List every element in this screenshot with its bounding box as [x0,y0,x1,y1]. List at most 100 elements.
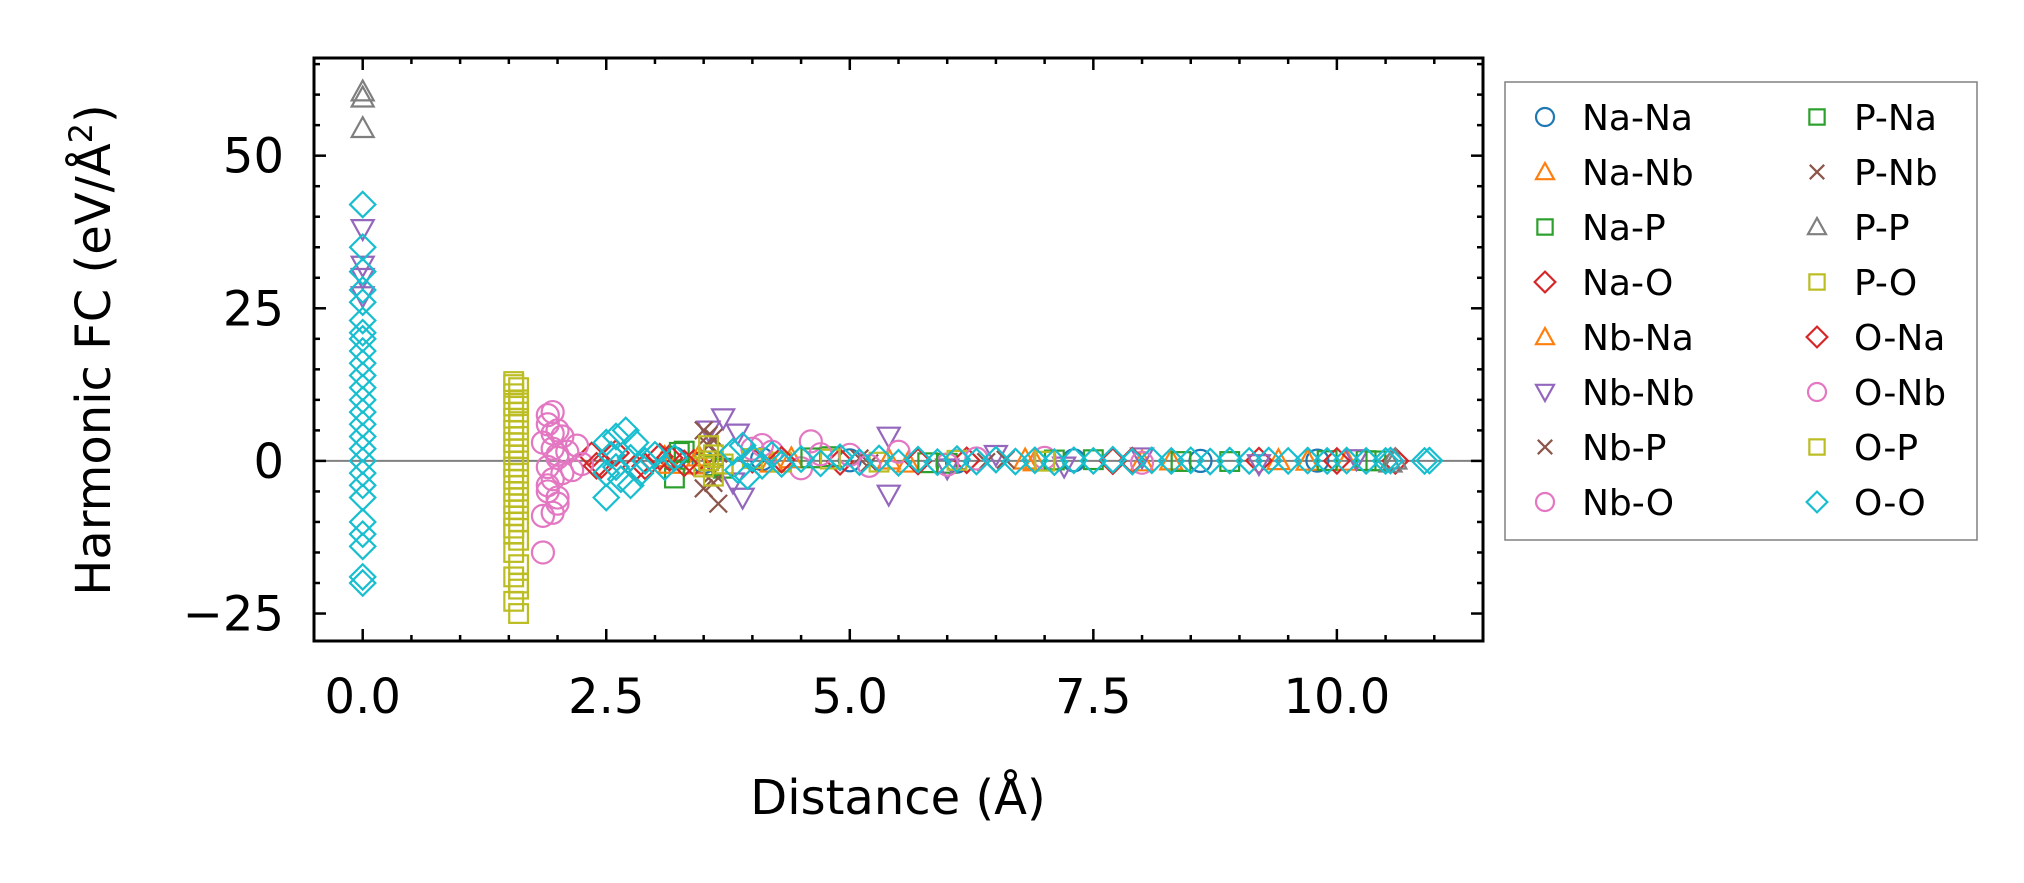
legend-label: Na-Nb [1582,153,1694,194]
plot-frame [312,56,1485,643]
data-point-p-na [1316,450,1338,472]
data-point-p-o [503,505,525,527]
data-point-o-o [786,444,816,474]
data-point-p-o [508,413,530,435]
data-point-o-o [1157,446,1186,476]
data-point-p-o [508,499,530,521]
x-axis-label: Distance (Å) [750,769,1045,826]
legend-marker-nb-p [1537,439,1553,455]
data-point-nb-na [656,450,683,474]
data-point-nb-o [540,467,565,492]
data-point-nb-nb [875,426,902,450]
data-point-o-o [903,445,933,474]
data-point-nb-nb [710,408,737,432]
x-tick-label: 2.5 [568,669,644,725]
data-point-nb-o [530,540,556,565]
data-point-o-o [640,440,670,470]
data-point-o-o [348,519,377,549]
data-point-p-o [698,450,719,472]
legend-label: O-P [1854,428,1918,469]
data-point-p-o [503,480,525,502]
data-point-nb-nb [875,484,902,508]
data-point-o-o [616,471,645,500]
legend-marker-p-o [1808,273,1826,291]
legend: Na-Na Na-Nb Na-P Na-O Nb-Na Nb-Nb Nb-P Nb-O P-Na… [1533,98,1946,524]
legend-marker-na-na [1534,106,1556,128]
y-axis-label-close: ) [66,104,122,123]
data-point-o-nb [535,403,560,428]
data-point-nb-nb [1343,449,1370,473]
y-tick-label: 50 [223,129,284,185]
data-point-o-o [1137,446,1166,475]
y-axis-label: Harmonic FC (eV/Å2) [62,104,122,596]
data-point-o-o [981,445,1011,474]
legend-marker-na-p [1536,218,1554,236]
data-point-p-o [508,462,530,484]
x-tick-label: 7.5 [1055,669,1131,725]
data-point-o-o [348,257,377,286]
data-point-o-nb [530,503,556,528]
data-point-nb-nb [1129,447,1155,471]
data-point-p-o [1034,450,1056,472]
data-point-nb-nb [349,219,376,243]
data-point-o-na [669,449,699,478]
data-point-p-o [503,517,525,539]
data-point-p-o [508,529,530,551]
data-point-nb-nb [1246,454,1272,478]
data-point-o-o [1234,446,1264,476]
data-point-o-o [348,532,377,561]
legend-marker-nb-na [1534,325,1556,346]
data-point-na-p [1219,451,1241,472]
data-point-o-na [1322,446,1352,476]
data-point-o-o [1273,446,1303,476]
data-point-o-nb [535,473,560,498]
data-point-nb-o [535,454,560,480]
legend-label: Nb-Nb [1582,373,1695,414]
data-point-o-o [660,443,689,473]
data-point-o-o [348,471,377,500]
data-point-nb-nb [349,255,376,279]
data-point-na-o [655,443,684,473]
legend-label: O-Na [1854,318,1945,359]
data-point-na-nb [1265,447,1292,471]
legend-label: P-Nb [1854,153,1938,194]
legend-label: Na-Na [1582,98,1693,139]
legend-marker-p-na [1808,108,1826,126]
legend-marker-nb-o [1534,491,1556,513]
data-point-o-o [1371,446,1400,476]
legend-label: Na-P [1582,208,1666,249]
data-point-p-na [917,452,939,474]
data-point-na-na [1305,448,1330,473]
data-point-p-o [508,578,530,600]
legend-marker-p-nb [1809,164,1825,180]
data-point-o-o [348,568,377,598]
data-point-o-p [508,572,530,594]
data-point-p-o [503,432,525,454]
x-tick-label: 0.0 [325,669,401,725]
data-point-o-o [1020,446,1050,475]
data-point-p-o [508,603,530,624]
legend-marker-o-nb [1806,381,1828,403]
legend-label: Na-O [1582,263,1673,304]
legend-label: P-P [1854,208,1910,249]
data-point-o-o [592,428,621,457]
data-point-p-o [503,468,525,490]
data-point-nb-na [1294,447,1321,471]
data-point-o-o [650,452,679,482]
data-point-p-o [503,419,525,441]
data-point-o-o [942,444,972,474]
data-point-o-o [1415,446,1444,475]
data-point-p-o [508,438,530,460]
legend-marker-p-p [1806,215,1828,236]
data-point-p-p [349,84,376,108]
data-point-o-na [903,447,933,476]
data-point-o-o [718,437,748,466]
data-point-o-p [508,392,530,414]
data-point-nb-o [540,500,565,525]
data-point-o-o [1215,446,1244,475]
legend-marker-o-o [1805,490,1829,514]
data-point-o-o [611,416,640,445]
data-points-layer [348,78,1444,624]
data-point-o-o [728,431,757,460]
data-point-nb-nb [729,487,756,511]
